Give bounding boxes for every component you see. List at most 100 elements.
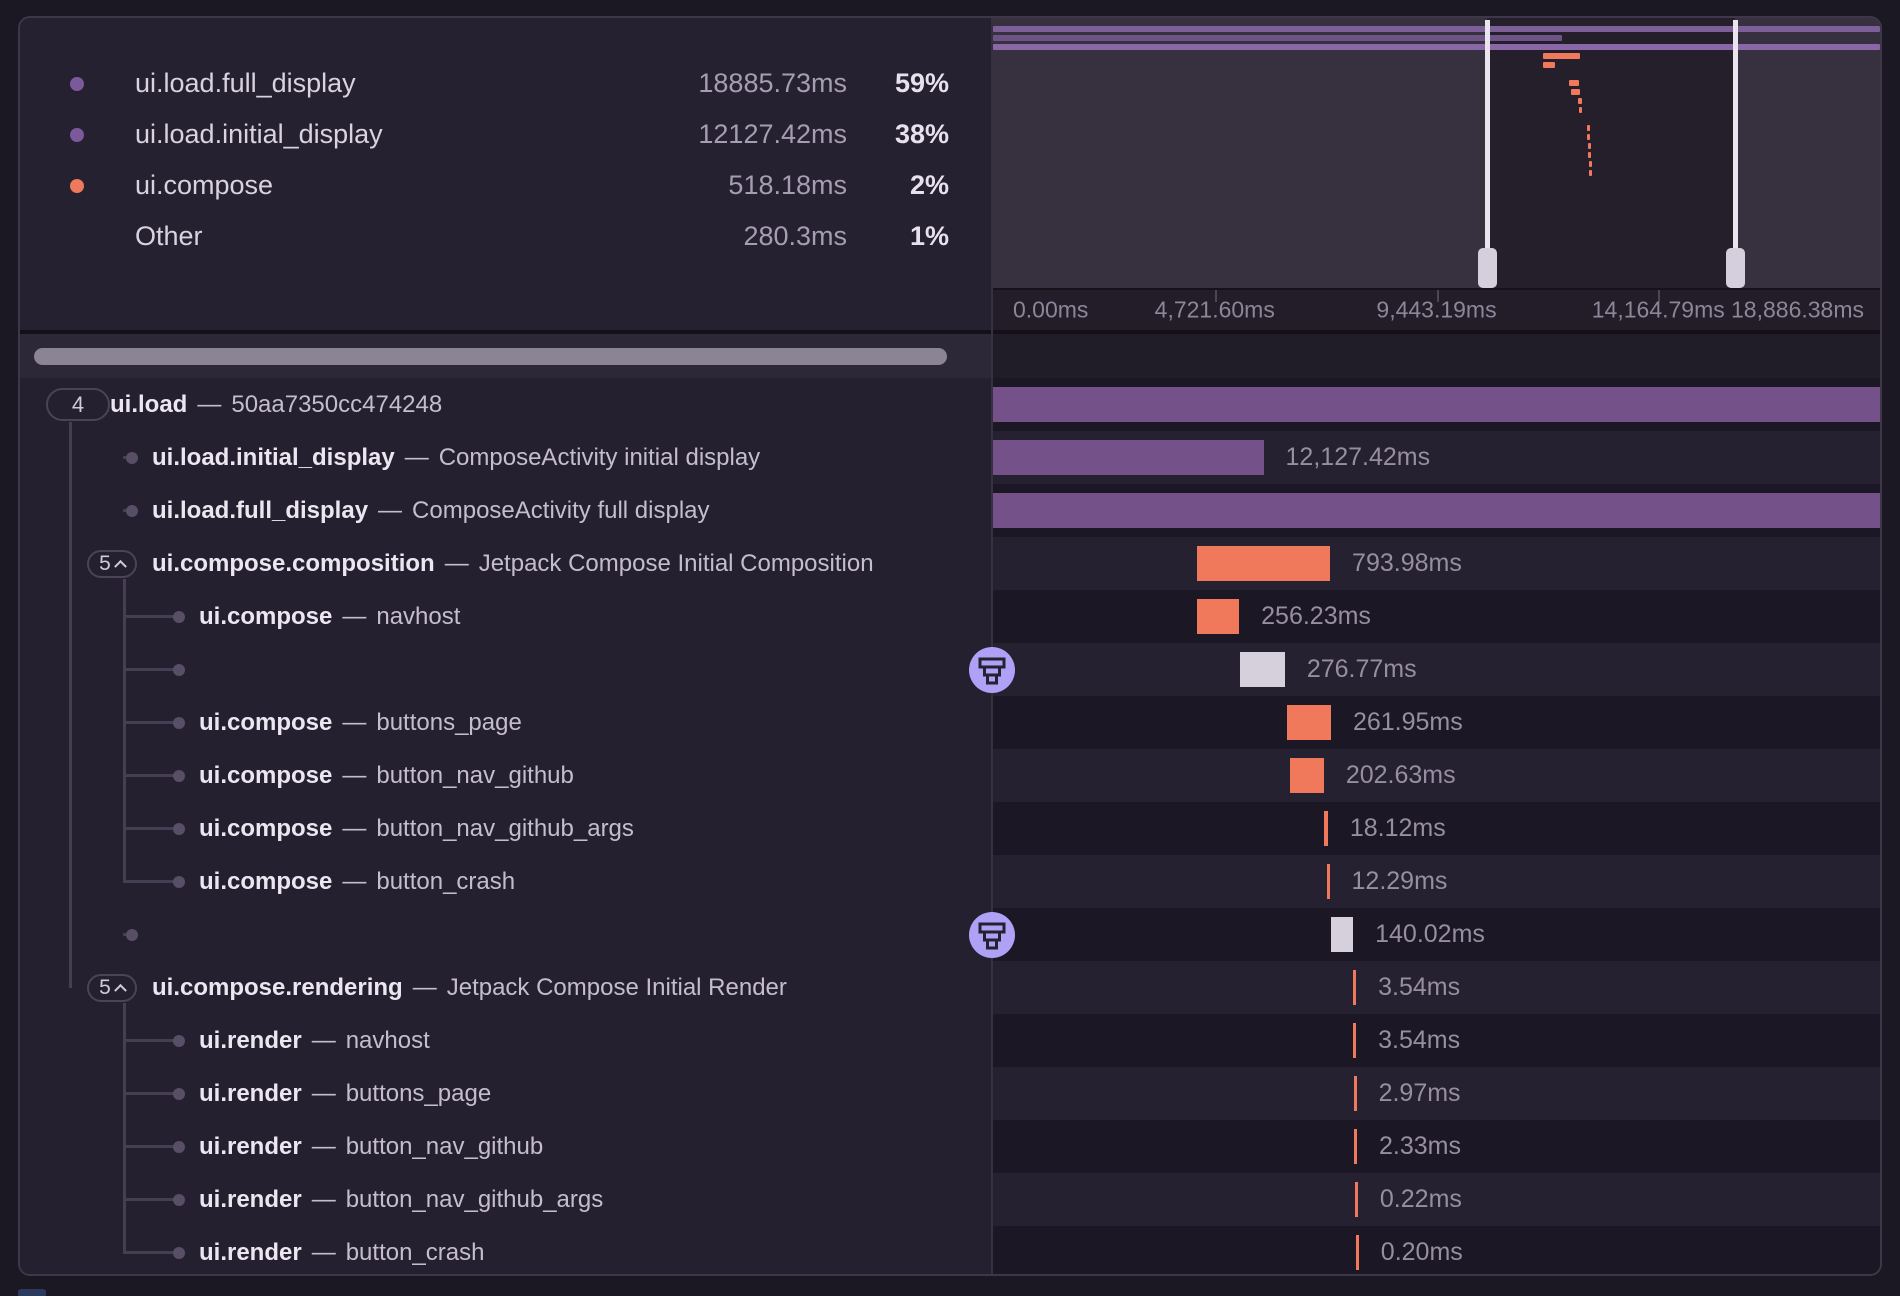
panel-divider[interactable] xyxy=(991,18,993,1274)
tree-row[interactable]: ui.load.initial_display — ComposeActivity … xyxy=(20,431,991,484)
span-name[interactable]: ui.compose.composition — Jetpack Compose I… xyxy=(152,537,874,590)
span-name[interactable]: ui.compose.rendering — Jetpack Compose Ini… xyxy=(152,961,787,1014)
span-count-badge[interactable]: 4 xyxy=(46,388,110,421)
span-separator: — xyxy=(342,814,367,842)
legend-row[interactable]: Other 280.3ms 1% xyxy=(20,211,991,262)
span-waterfall: 4 ui.load — 50aa7350cc474248 ui.load.initial… xyxy=(20,378,1880,1274)
span-op: ui.compose xyxy=(199,867,333,895)
span-count-badge[interactable]: 5 xyxy=(87,973,137,1002)
span-name[interactable]: ui.render — navhost xyxy=(199,1014,430,1067)
span-duration-bar[interactable] xyxy=(993,493,1880,528)
span-duration-bar[interactable] xyxy=(1286,705,1331,740)
minimap-span-bar xyxy=(993,26,1880,32)
window-handle-grip[interactable] xyxy=(1726,248,1746,288)
tree-node-dot-icon xyxy=(173,663,185,676)
chart-row[interactable]: 202.63ms xyxy=(993,749,1880,802)
span-description: button_nav_github_args xyxy=(345,1185,604,1213)
span-separator: — xyxy=(197,390,222,418)
badge-count: 4 xyxy=(71,391,85,417)
chart-row[interactable] xyxy=(993,484,1880,537)
span-name[interactable]: ui.compose — navhost xyxy=(199,590,460,643)
tree-scrollbar-track xyxy=(20,334,991,378)
span-duration-bar[interactable] xyxy=(1197,599,1240,634)
tree-row[interactable]: 5 ui.compose.composition — Jetpack Compose … xyxy=(20,537,991,590)
legend-row[interactable]: ui.load.initial_display 12127.42ms 38% xyxy=(20,109,991,160)
span-duration-bar[interactable] xyxy=(1354,1129,1358,1164)
span-name[interactable]: ui.compose — buttons_page xyxy=(199,696,522,749)
span-duration-bar[interactable] xyxy=(1197,546,1331,581)
legend-row[interactable]: ui.load.full_display 18885.73ms 59% xyxy=(20,58,991,109)
chart-row[interactable]: 2.97ms xyxy=(993,1067,1880,1120)
span-name[interactable]: ui.render — button_crash xyxy=(199,1226,485,1274)
tree-row[interactable] xyxy=(20,908,991,961)
span-name[interactable]: ui.render — button_nav_github_args xyxy=(199,1173,603,1226)
chart-row[interactable]: 793.98ms xyxy=(993,537,1880,590)
window-handle-grip[interactable] xyxy=(1478,248,1498,288)
tree-row[interactable]: ui.load.full_display — ComposeActivity ful… xyxy=(20,484,991,537)
span-duration-bar[interactable] xyxy=(1326,864,1330,899)
trace-minimap[interactable] xyxy=(993,18,1880,288)
span-op: ui.load.full_display xyxy=(152,496,369,524)
span-tree: 4 ui.load — 50aa7350cc474248 ui.load.initial… xyxy=(20,378,991,1274)
profile-icon[interactable] xyxy=(969,646,1015,693)
span-duration-bar[interactable] xyxy=(1353,970,1357,1005)
span-duration-bar[interactable] xyxy=(1353,1076,1357,1111)
tree-row[interactable]: 4 ui.load — 50aa7350cc474248 xyxy=(20,378,991,431)
chart-row[interactable]: 3.54ms xyxy=(993,961,1880,1014)
span-name[interactable]: ui.render — button_nav_github xyxy=(199,1120,543,1173)
tree-node-dot-icon xyxy=(173,1140,185,1153)
tree-row[interactable]: ui.render — navhost xyxy=(20,1014,991,1067)
chart-row[interactable]: 2.33ms xyxy=(993,1120,1880,1173)
span-duration-bar[interactable] xyxy=(1239,652,1285,687)
chart-row[interactable]: 12,127.42ms xyxy=(993,431,1880,484)
window-handle-right[interactable] xyxy=(1726,20,1746,288)
tree-row[interactable]: ui.compose — buttons_page xyxy=(20,696,991,749)
span-duration-bar[interactable] xyxy=(1290,758,1324,793)
span-name[interactable]: ui.load — 50aa7350cc474248 xyxy=(110,378,442,431)
chart-row[interactable] xyxy=(993,378,1880,431)
chart-row[interactable]: 3.54ms xyxy=(993,1014,1880,1067)
chart-row[interactable]: 0.22ms xyxy=(993,1173,1880,1226)
legend-percentage: 38% xyxy=(894,119,949,149)
chart-row[interactable]: 256.23ms xyxy=(993,590,1880,643)
tree-row[interactable]: ui.render — button_crash xyxy=(20,1226,991,1274)
chart-row[interactable]: 0.20ms xyxy=(993,1226,1880,1274)
chart-row[interactable]: 140.02ms xyxy=(993,908,1880,961)
tree-row[interactable]: ui.render — buttons_page xyxy=(20,1067,991,1120)
tree-connector xyxy=(123,1002,126,1253)
window-handle-left[interactable] xyxy=(1478,20,1498,288)
span-duration-bar[interactable] xyxy=(1330,917,1354,952)
span-duration-bar[interactable] xyxy=(1353,1023,1357,1058)
span-name[interactable]: ui.compose — button_nav_github_args xyxy=(199,802,634,855)
tree-scrollbar-thumb[interactable] xyxy=(34,348,947,365)
profile-icon[interactable] xyxy=(969,911,1015,958)
span-name[interactable]: ui.load.full_display — ComposeActivity ful… xyxy=(152,484,710,537)
span-duration-bar[interactable] xyxy=(1354,1182,1358,1217)
span-duration-bar[interactable] xyxy=(993,387,1880,422)
span-description: button_crash xyxy=(345,1238,485,1266)
tree-row[interactable]: ui.compose — button_crash xyxy=(20,855,991,908)
chart-row[interactable]: 12.29ms xyxy=(993,855,1880,908)
chart-row[interactable]: 18.12ms xyxy=(993,802,1880,855)
tree-row[interactable] xyxy=(20,643,991,696)
tree-row[interactable]: ui.render — button_nav_github xyxy=(20,1120,991,1173)
span-op: ui.render xyxy=(199,1238,302,1266)
span-duration-bar[interactable] xyxy=(993,440,1264,475)
tree-row[interactable]: ui.compose — navhost xyxy=(20,590,991,643)
tree-row[interactable]: 5 ui.compose.rendering — Jetpack Compose In… xyxy=(20,961,991,1014)
span-name[interactable]: ui.render — buttons_page xyxy=(199,1067,491,1120)
span-duration-bar[interactable] xyxy=(1355,1235,1359,1270)
span-name[interactable]: ui.compose — button_nav_github xyxy=(199,749,574,802)
legend-row[interactable]: ui.compose 518.18ms 2% xyxy=(20,160,991,211)
span-separator: — xyxy=(342,708,367,736)
tree-row[interactable]: ui.render — button_nav_github_args xyxy=(20,1173,991,1226)
span-name[interactable]: ui.load.initial_display — ComposeActivity … xyxy=(152,431,760,484)
tree-row[interactable]: ui.compose — button_nav_github_args xyxy=(20,802,991,855)
tree-row[interactable]: ui.compose — button_nav_github xyxy=(20,749,991,802)
chart-row[interactable]: 276.77ms xyxy=(993,643,1880,696)
span-count-badge[interactable]: 5 xyxy=(87,549,137,578)
span-duration-label: 256.23ms xyxy=(1261,602,1371,630)
span-duration-bar[interactable] xyxy=(1323,811,1328,846)
chart-row[interactable]: 261.95ms xyxy=(993,696,1880,749)
span-name[interactable]: ui.compose — button_crash xyxy=(199,855,515,908)
